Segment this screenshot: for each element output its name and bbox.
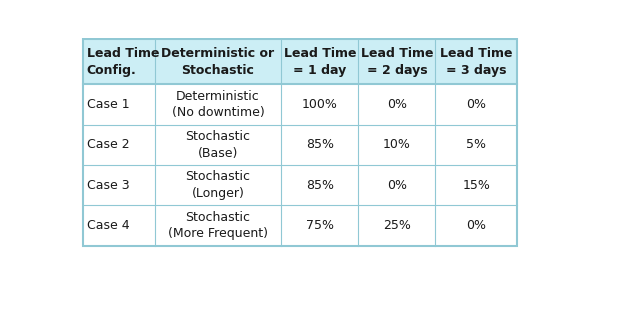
Text: 0%: 0%	[466, 98, 487, 111]
Text: Stochastic
(Longer): Stochastic (Longer)	[185, 170, 251, 200]
Text: 10%: 10%	[383, 138, 411, 151]
Text: Case 4: Case 4	[87, 219, 129, 232]
Text: Deterministic
(No downtime): Deterministic (No downtime)	[172, 90, 264, 119]
Text: 0%: 0%	[466, 219, 487, 232]
Text: Case 2: Case 2	[87, 138, 129, 151]
Text: 25%: 25%	[383, 219, 411, 232]
Text: Stochastic
(Base): Stochastic (Base)	[185, 130, 251, 159]
Text: Case 3: Case 3	[87, 178, 129, 191]
Text: Lead Time
= 2 days: Lead Time = 2 days	[361, 47, 433, 77]
Bar	[83, 84, 517, 125]
Bar	[83, 205, 517, 245]
Text: Lead Time
= 1 day: Lead Time = 1 day	[283, 47, 356, 77]
Text: Stochastic
(More Frequent): Stochastic (More Frequent)	[168, 210, 268, 240]
Text: 75%: 75%	[306, 219, 334, 232]
Text: Lead Time
Config.: Lead Time Config.	[87, 47, 159, 77]
Text: 0%: 0%	[387, 178, 407, 191]
Bar	[83, 39, 517, 84]
Text: 85%: 85%	[306, 178, 334, 191]
Text: 100%: 100%	[302, 98, 338, 111]
Text: 0%: 0%	[387, 98, 407, 111]
Text: 15%: 15%	[462, 178, 490, 191]
Bar	[83, 125, 517, 165]
Text: Deterministic or
Stochastic: Deterministic or Stochastic	[162, 47, 274, 77]
Text: 85%: 85%	[306, 138, 334, 151]
Bar	[83, 165, 517, 205]
Bar	[83, 39, 517, 245]
Text: Lead Time
= 3 days: Lead Time = 3 days	[440, 47, 513, 77]
Text: 5%: 5%	[466, 138, 487, 151]
Text: Case 1: Case 1	[87, 98, 129, 111]
